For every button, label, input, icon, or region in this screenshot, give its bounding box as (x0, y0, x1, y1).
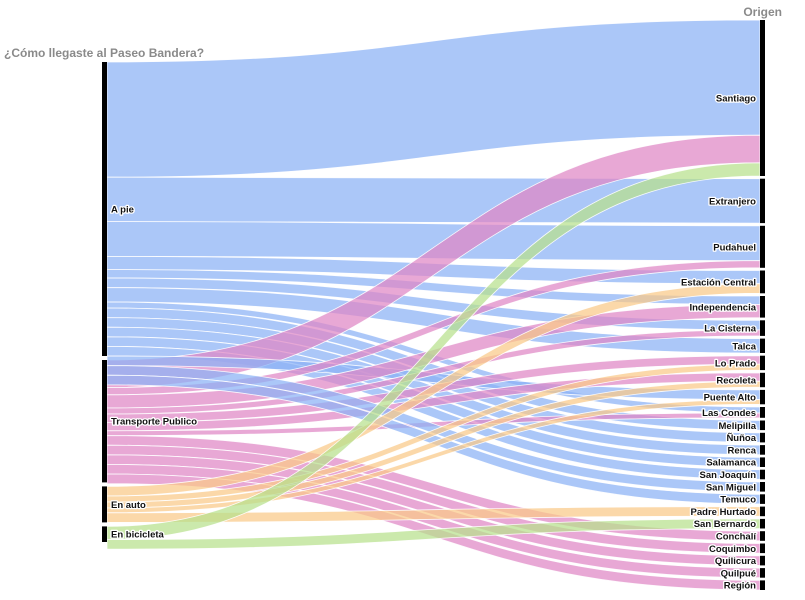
labels-layer: ¿Cómo llegaste al Paseo Bandera? Origen … (4, 5, 782, 593)
target-label-temuco: Temuco (720, 495, 756, 506)
target-label-puente-alto: Puente Alto (704, 393, 757, 404)
target-label-independencia: Independencia (689, 302, 756, 313)
source-node-en-bicicleta (102, 526, 107, 542)
target-label-san-miguel: San Miguel (706, 482, 756, 493)
target-node-quilpue (760, 568, 765, 578)
target-label-quilpue: Quilpué (721, 568, 756, 579)
target-label-nunoa: Ñuñoa (726, 433, 756, 444)
target-node-salamanca (760, 457, 765, 467)
target-label-talca: Talca (732, 341, 756, 352)
target-label-renca: Renca (727, 445, 756, 456)
source-label-en-auto: En auto (111, 500, 146, 511)
target-label-recoleta: Recoleta (716, 376, 756, 387)
target-node-nunoa (760, 432, 765, 443)
target-label-region: Región (724, 581, 756, 592)
target-node-melipilla (760, 420, 765, 431)
target-node-san-miguel (760, 482, 765, 492)
source-node-transporte-publico (102, 360, 107, 483)
link-transporte-publico-to-quilpue (106, 463, 761, 579)
target-node-talca (760, 338, 765, 353)
target-node-coquimbo (760, 543, 765, 554)
target-node-padre-hurtado (760, 506, 765, 517)
target-node-santiago (760, 20, 765, 176)
links-layer (106, 19, 761, 591)
target-label-las-condes: Las Condes (702, 408, 756, 419)
target-node-puente-alto (760, 389, 765, 405)
target-label-la-cisterna: La Cisterna (704, 324, 756, 335)
target-label-san-bernardo: San Bernardo (694, 519, 756, 530)
target-node-independencia (760, 296, 765, 318)
target-label-lo-prado: Lo Prado (715, 358, 756, 369)
target-node-estacion-central (760, 270, 765, 294)
target-label-estacion-central: Estación Central (681, 277, 756, 288)
target-node-extranjero (760, 178, 765, 224)
target-node-las-condes (760, 407, 765, 418)
target-node-conchali (760, 531, 765, 541)
target-label-quilicura: Quilicura (715, 556, 757, 567)
target-node-temuco (760, 494, 765, 504)
source-node-a-pie (102, 62, 107, 356)
target-label-coquimbo: Coquimbo (709, 544, 756, 555)
target-node-quilicura (760, 555, 765, 566)
target-label-santiago: Santiago (716, 94, 756, 105)
target-label-salamanca: Salamanca (706, 458, 756, 469)
target-node-region (760, 580, 765, 590)
source-node-en-auto (102, 486, 107, 523)
link-en-auto-to-recoleta (106, 380, 761, 509)
target-label-conchali: Conchalí (716, 532, 756, 543)
target-label-san-joaquin: San Joaquín (700, 470, 757, 481)
target-label-padre-hurtado: Padre Hurtado (691, 507, 757, 518)
target-node-san-joaquin (760, 469, 765, 480)
nodes-layer (102, 20, 765, 590)
target-node-pudahuel (760, 225, 765, 268)
target-node-san-bernardo (760, 518, 765, 529)
target-node-lo-prado (760, 355, 765, 371)
source-label-en-bicicleta: En bicicleta (111, 530, 165, 541)
target-label-extranjero: Extranjero (709, 196, 756, 207)
target-label-pudahuel: Pudahuel (713, 242, 756, 253)
target-label-melipilla: Melipilla (719, 421, 757, 432)
target-node-recoleta (760, 372, 765, 388)
source-label-a-pie: A pie (111, 205, 134, 216)
target-header: Origen (743, 5, 782, 19)
chart-title: ¿Cómo llegaste al Paseo Bandera? (4, 46, 204, 60)
source-label-transporte-publico: Transporte Publico (111, 417, 197, 428)
target-node-la-cisterna (760, 320, 765, 336)
target-node-renca (760, 445, 765, 455)
